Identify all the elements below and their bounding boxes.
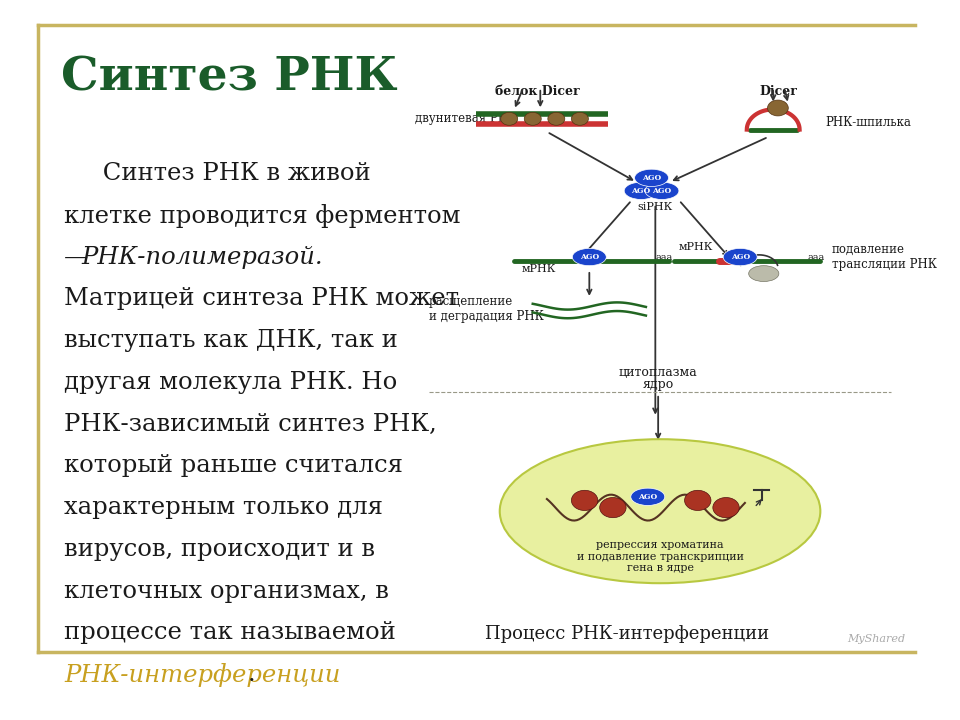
Text: выступать как ДНК, так и: выступать как ДНК, так и: [64, 329, 397, 352]
Text: мРНК: мРНК: [679, 242, 713, 252]
Text: характерным только для: характерным только для: [64, 496, 383, 519]
Ellipse shape: [548, 112, 564, 125]
Text: клеточных организмах, в: клеточных организмах, в: [64, 580, 389, 603]
Text: подавление
трансляции РНК: подавление трансляции РНК: [831, 243, 937, 271]
Ellipse shape: [723, 248, 757, 266]
Text: AGO: AGO: [638, 492, 658, 501]
Text: .: .: [248, 663, 255, 686]
Ellipse shape: [645, 182, 679, 199]
Ellipse shape: [713, 498, 739, 518]
Text: вирусов, происходит и в: вирусов, происходит и в: [64, 538, 375, 561]
Ellipse shape: [684, 490, 711, 510]
Text: ааа: ааа: [656, 253, 673, 261]
Text: AGO: AGO: [642, 174, 661, 182]
Text: ядро: ядро: [642, 378, 674, 391]
Ellipse shape: [571, 490, 598, 510]
Text: MyShared: MyShared: [847, 634, 905, 644]
Text: siРНК: siРНК: [637, 202, 673, 212]
Ellipse shape: [501, 112, 517, 125]
Text: РНК-полимеразой.: РНК-полимеразой.: [81, 246, 323, 269]
Text: Матрицей синтеза РНК может: Матрицей синтеза РНК может: [64, 287, 459, 310]
Ellipse shape: [749, 266, 779, 282]
Ellipse shape: [768, 100, 788, 116]
Ellipse shape: [572, 248, 607, 266]
Text: который раньше считался: который раньше считался: [64, 454, 403, 477]
Text: AGO: AGO: [580, 253, 599, 261]
Text: процессе так называемой: процессе так называемой: [64, 621, 396, 644]
Ellipse shape: [524, 112, 541, 125]
Text: белок Dicer: белок Dicer: [495, 85, 580, 98]
Text: двунитевая РНК: двунитевая РНК: [415, 112, 517, 125]
Text: репрессия хроматина
и подавление транскрипции
гена в ядре: репрессия хроматина и подавление транскр…: [577, 540, 744, 573]
Text: Dicer: Dicer: [759, 85, 797, 98]
Text: —: —: [64, 246, 96, 269]
Text: Синтез РНК: Синтез РНК: [61, 54, 397, 100]
Text: Процесс РНК-интерференции: Процесс РНК-интерференции: [485, 625, 769, 643]
Text: Синтез РНК в живой: Синтез РНК в живой: [64, 162, 371, 185]
Ellipse shape: [500, 439, 821, 583]
Text: РНК-интерференции: РНК-интерференции: [64, 663, 341, 687]
Text: цитоплазма: цитоплазма: [619, 366, 698, 379]
Text: ааа: ааа: [807, 253, 825, 261]
Text: РНК-шпилька: РНК-шпилька: [825, 116, 911, 129]
Text: AGO: AGO: [652, 186, 672, 195]
Text: мРНК: мРНК: [521, 264, 556, 274]
Text: AGO: AGO: [731, 253, 750, 261]
Ellipse shape: [631, 488, 664, 505]
Text: РНК-зависимый синтез РНК,: РНК-зависимый синтез РНК,: [64, 413, 437, 436]
Ellipse shape: [571, 112, 588, 125]
Ellipse shape: [635, 169, 668, 186]
Text: AGO: AGO: [632, 186, 651, 195]
Text: расщепление
и деградация РНК: расщепление и деградация РНК: [429, 295, 543, 323]
Text: клетке проводится ферментом: клетке проводится ферментом: [64, 204, 461, 228]
Ellipse shape: [624, 182, 659, 199]
Text: другая молекула РНК. Но: другая молекула РНК. Но: [64, 371, 397, 394]
Ellipse shape: [600, 498, 626, 518]
